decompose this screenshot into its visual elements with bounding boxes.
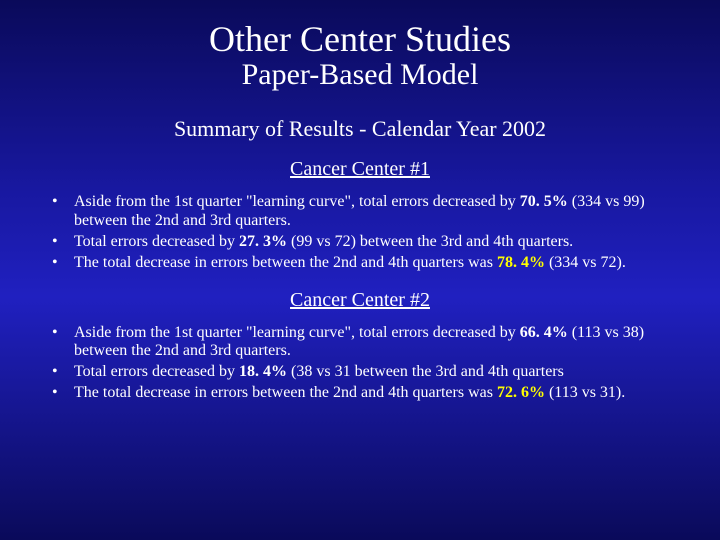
list-item: The total decrease in errors between the… — [46, 384, 674, 403]
highlight-value: 78. 4% — [497, 254, 549, 271]
title-line-1: Other Center Studies — [0, 0, 720, 60]
bullet-text: The total decrease in errors between the… — [74, 384, 497, 401]
bold-value: 18. 4% — [239, 363, 287, 380]
section-1-bullets: Aside from the 1st quarter "learning cur… — [46, 193, 674, 273]
bold-value: 70. 5% — [520, 193, 568, 210]
list-item: Aside from the 1st quarter "learning cur… — [46, 193, 674, 231]
section-2-bullets: Aside from the 1st quarter "learning cur… — [46, 324, 674, 404]
title-line-2: Paper-Based Model — [0, 58, 720, 92]
bold-value: 27. 3% — [239, 233, 287, 250]
list-item: The total decrease in errors between the… — [46, 254, 674, 273]
bullet-text: (334 vs 72). — [549, 254, 626, 271]
highlight-value: 72. 6% — [497, 384, 549, 401]
list-item: Aside from the 1st quarter "learning cur… — [46, 324, 674, 362]
section-2-heading: Cancer Center #2 — [0, 289, 720, 312]
list-item: Total errors decreased by 27. 3% (99 vs … — [46, 233, 674, 252]
list-item: Total errors decreased by 18. 4% (38 vs … — [46, 363, 674, 382]
bullet-text: (38 vs 31 between the 3rd and 4th quarte… — [287, 363, 564, 380]
bullet-text: (113 vs 31). — [549, 384, 625, 401]
bullet-text: Aside from the 1st quarter "learning cur… — [74, 324, 520, 341]
bullet-text: (99 vs 72) between the 3rd and 4th quart… — [287, 233, 573, 250]
bullet-text: Aside from the 1st quarter "learning cur… — [74, 193, 520, 210]
section-1-heading: Cancer Center #1 — [0, 158, 720, 181]
bullet-text: Total errors decreased by — [74, 363, 239, 380]
bold-value: 66. 4% — [520, 324, 568, 341]
subtitle: Summary of Results - Calendar Year 2002 — [0, 116, 720, 142]
bullet-text: Total errors decreased by — [74, 233, 239, 250]
bullet-text: The total decrease in errors between the… — [74, 254, 497, 271]
